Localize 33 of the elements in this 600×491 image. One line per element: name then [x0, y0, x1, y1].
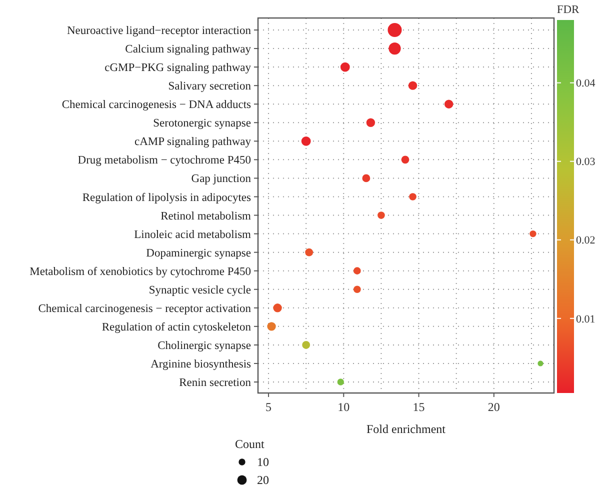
y-tick-label: Arginine biosynthesis — [150, 358, 252, 370]
y-tick-label: cGMP−PKG signaling pathway — [104, 62, 252, 74]
legend-label: 10 — [257, 455, 269, 470]
legend-label: 20 — [257, 473, 269, 488]
y-tick-label: Metabolism of xenobiotics by cytochrome P450 — [30, 266, 252, 278]
y-tick-label: Chemical carcinogenesis − receptor activation — [38, 302, 252, 315]
color-bar-label: 0.03 — [576, 156, 596, 168]
y-tick-label: Dopaminergic synapse — [146, 247, 251, 260]
y-tick-label: Retinol metabolism — [160, 210, 252, 222]
y-tick-label: Calcium signaling pathway — [125, 44, 252, 56]
y-tick-label: Serotonergic synapse — [153, 118, 251, 130]
x-tick-label: 15 — [412, 400, 425, 414]
y-tick-label: Gap junction — [191, 173, 252, 186]
color-bar-label: 0.04 — [576, 78, 596, 90]
color-bar-label: 0.02 — [576, 234, 596, 247]
x-tick-label: 10 — [338, 400, 350, 414]
y-tick-label: Neuroactive ligand−receptor interaction — [66, 25, 252, 38]
y-tick-label: Cholinergic synapse — [158, 340, 251, 352]
x-tick-label: 5 — [266, 400, 272, 414]
y-tick-label: Regulation of lipolysis in adipocytes — [82, 192, 252, 204]
x-tick-label: 20 — [488, 400, 500, 414]
color-bar-label: 0.01 — [576, 313, 596, 326]
y-tick-label: Drug metabolism − cytochrome P450 — [78, 154, 252, 167]
y-tick-label: Salivary secretion — [168, 80, 252, 93]
color-bar-title: FDR — [556, 4, 580, 16]
y-tick-label: cAMP signaling pathway — [134, 136, 252, 148]
y-tick-label: Synaptic vesicle cycle — [148, 284, 251, 296]
y-tick-label: Regulation of actin cytoskeleton — [102, 321, 252, 334]
y-tick-label: Chemical carcinogenesis − DNA adducts — [62, 99, 252, 112]
x-axis-title: Fold enrichment — [366, 422, 446, 436]
y-tick-label: Linoleic acid metabolism — [134, 228, 252, 241]
y-tick-label: Renin secretion — [179, 377, 252, 390]
legend-title: Count — [235, 437, 266, 451]
